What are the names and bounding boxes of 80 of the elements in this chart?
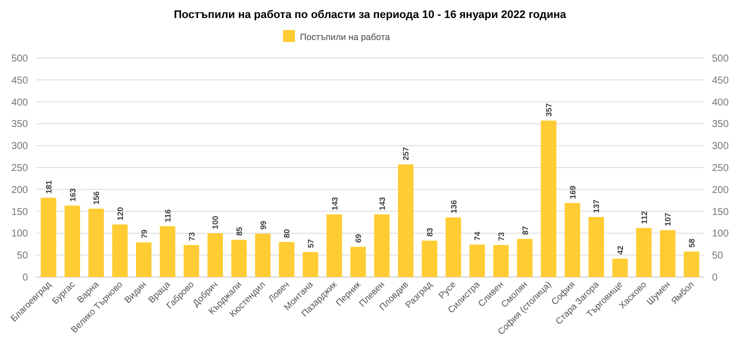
data-label: 57 xyxy=(306,238,316,248)
y2-tick-label: 450 xyxy=(712,75,730,86)
data-label: 120 xyxy=(116,206,125,220)
bar xyxy=(160,226,176,277)
data-label: 169 xyxy=(568,185,578,199)
data-label: 73 xyxy=(187,232,196,242)
y2-tick-label: 100 xyxy=(712,228,730,240)
bar xyxy=(588,216,604,277)
data-label: 116 xyxy=(164,208,173,222)
bar xyxy=(493,245,509,277)
bar xyxy=(446,217,462,277)
bar xyxy=(231,240,247,277)
data-label: 79 xyxy=(140,228,149,238)
bar xyxy=(64,206,80,277)
data-label: 107 xyxy=(664,212,673,226)
data-label: 100 xyxy=(211,215,220,230)
bar xyxy=(40,198,56,277)
bar xyxy=(207,233,223,277)
y2-tick-label: 300 xyxy=(712,141,730,152)
bar xyxy=(398,164,414,277)
y-tick-label: 150 xyxy=(11,206,28,218)
y-tick-label: 500 xyxy=(11,54,28,64)
y2-tick-label: 200 xyxy=(712,184,730,196)
bar xyxy=(540,120,556,277)
y2-tick-label: 400 xyxy=(712,97,730,108)
data-label: 163 xyxy=(68,188,78,202)
data-label: 143 xyxy=(378,196,387,210)
data-label: 69 xyxy=(354,233,364,243)
y-tick-label: 450 xyxy=(11,75,28,86)
data-label: 136 xyxy=(449,200,458,214)
data-label: 83 xyxy=(426,227,435,237)
bar xyxy=(278,242,294,277)
y2-tick-label: 0 xyxy=(712,272,718,284)
data-label: 58 xyxy=(687,238,696,248)
y-tick-label: 200 xyxy=(11,184,28,196)
data-label: 99 xyxy=(258,220,268,230)
bar xyxy=(684,252,700,277)
bar xyxy=(136,242,152,277)
data-label: 357 xyxy=(544,102,554,117)
bar xyxy=(469,244,485,277)
y2-tick-label: 250 xyxy=(712,163,730,174)
bar xyxy=(112,224,128,277)
data-label: 73 xyxy=(496,232,506,242)
y-tick-label: 350 xyxy=(11,119,28,130)
y-tick-label: 250 xyxy=(11,163,28,174)
data-label: 85 xyxy=(235,226,244,236)
bar xyxy=(88,208,104,277)
bar xyxy=(636,228,652,277)
y-tick-label: 400 xyxy=(11,97,28,108)
bar xyxy=(517,238,533,277)
bar xyxy=(350,246,366,277)
y-tick-label: 50 xyxy=(16,250,28,262)
data-label: 257 xyxy=(402,146,411,160)
data-label: 80 xyxy=(282,228,292,238)
data-label: 156 xyxy=(92,190,102,205)
bar xyxy=(374,214,390,277)
chart-title: Постъпили на работа по области за периода 10 - 16 януари 2022 година xyxy=(174,9,568,21)
y-tick-label: 300 xyxy=(11,141,28,152)
legend-label: Постъпили на работа xyxy=(300,32,390,42)
y2-tick-label: 150 xyxy=(712,206,730,218)
bar xyxy=(660,230,676,277)
bar xyxy=(184,245,200,277)
data-label: 87 xyxy=(520,225,530,235)
data-label: 137 xyxy=(592,199,602,213)
bar xyxy=(564,202,580,277)
y2-tick-label: 500 xyxy=(712,54,730,64)
y2-tick-label: 350 xyxy=(712,119,730,130)
y-tick-label: 100 xyxy=(11,228,28,240)
bar xyxy=(255,234,271,277)
bar xyxy=(302,252,318,277)
data-label: 74 xyxy=(473,231,482,241)
y2-tick-label: 50 xyxy=(712,250,724,262)
data-label: 143 xyxy=(330,196,340,210)
data-label: 112 xyxy=(640,210,649,224)
y-tick-label: 0 xyxy=(22,272,28,284)
bar xyxy=(612,258,628,277)
bar xyxy=(422,240,438,277)
data-label: 181 xyxy=(44,180,54,194)
bar xyxy=(326,214,342,277)
data-label: 42 xyxy=(616,245,626,255)
